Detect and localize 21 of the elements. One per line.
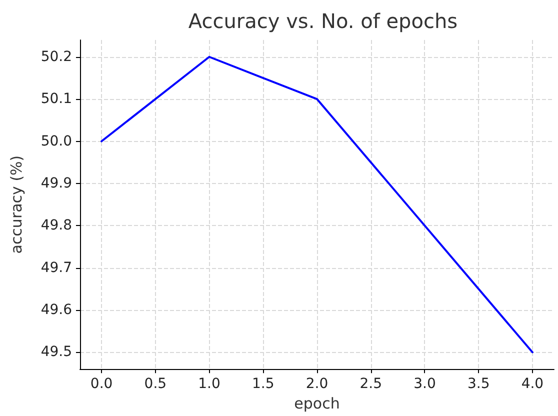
x-tick-label: 3.5 [467,376,490,392]
y-tick-label: 50.2 [40,48,72,65]
line-series [100,56,534,354]
y-tick-label: 49.7 [40,260,72,276]
x-tick-label: 0.0 [90,376,113,392]
y-tick-label: 50.1 [40,91,72,108]
x-tick-label: 2.5 [360,376,382,392]
x-tick-label: 3.0 [414,376,436,392]
y-tick-label: 49.8 [40,218,72,234]
x-tick-label: 0.5 [144,376,167,392]
y-tick-label: 49.6 [40,302,72,318]
x-axis-title: epoch [294,394,340,412]
x-tick-label: 2.0 [306,376,328,392]
y-tick-label: 49.9 [40,175,72,192]
y-tick-label: 49.5 [40,344,72,360]
chart-title: Accuracy vs. No. of epochs [188,9,458,33]
x-tick-label: 4.0 [521,376,544,392]
x-tick-label: 1.0 [198,376,220,392]
y-axis-title: accuracy (%) [8,155,26,254]
y-tick-label: 50.0 [40,133,72,150]
x-tick-label: 1.5 [252,376,274,392]
